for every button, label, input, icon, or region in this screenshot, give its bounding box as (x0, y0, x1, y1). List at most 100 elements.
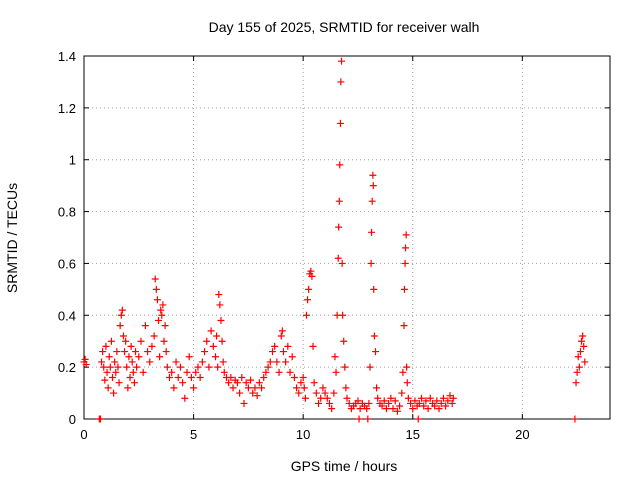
data-point (370, 285, 378, 293)
data-point (433, 397, 441, 405)
data-point (301, 394, 309, 402)
data-point (110, 389, 118, 397)
data-point (218, 337, 226, 345)
data-point (152, 285, 160, 293)
data-point (374, 394, 382, 402)
data-point (400, 322, 408, 330)
y-tick-label: 0.6 (58, 256, 76, 271)
data-point (137, 337, 145, 345)
data-point (106, 363, 114, 371)
data-point (340, 337, 348, 345)
data-point (127, 342, 135, 350)
data-point (282, 358, 290, 366)
data-point (341, 363, 349, 371)
data-point (114, 363, 122, 371)
data-point (300, 384, 308, 392)
data-point (146, 358, 154, 366)
data-point (572, 379, 580, 387)
data-point (295, 389, 303, 397)
data-point (185, 353, 193, 361)
data-point (118, 306, 126, 314)
data-point (225, 379, 233, 387)
data-point (104, 384, 112, 392)
data-point (393, 407, 401, 415)
data-point (151, 275, 159, 283)
data-point (217, 316, 225, 324)
data-point (366, 363, 374, 371)
data-point (124, 384, 132, 392)
data-point (442, 402, 450, 410)
data-point (431, 402, 439, 410)
data-point (266, 358, 274, 366)
grid-lines (84, 56, 610, 419)
data-point (160, 337, 168, 345)
data-point (369, 182, 377, 190)
y-tick-label: 0.8 (58, 205, 76, 220)
data-point (183, 368, 191, 376)
data-point (159, 301, 167, 309)
data-point (123, 363, 131, 371)
y-axis-label: SRMTID / TECUs (4, 183, 20, 293)
x-tick-label: 5 (190, 427, 197, 442)
data-point (579, 332, 587, 340)
data-point (108, 374, 116, 382)
data-point (258, 384, 266, 392)
data-point (401, 259, 409, 267)
data-point (356, 405, 364, 413)
data-point (132, 348, 140, 356)
data-point (277, 332, 285, 340)
data-point (336, 161, 344, 169)
data-point (111, 358, 119, 366)
data-point (207, 327, 215, 335)
data-point (240, 399, 248, 407)
data-point (268, 348, 276, 356)
data-point (312, 389, 320, 397)
data-point (387, 394, 395, 402)
data-point (332, 368, 340, 376)
data-point (205, 363, 213, 371)
data-point (435, 405, 443, 413)
data-point (437, 399, 445, 407)
y-tick-label: 1.4 (58, 49, 76, 64)
data-point (297, 379, 305, 387)
data-point (129, 368, 137, 376)
data-point (286, 368, 294, 376)
data-point (102, 342, 110, 350)
data-point (422, 397, 430, 405)
data-point (444, 397, 452, 405)
data-point (336, 119, 344, 127)
data-point (148, 342, 156, 350)
data-point (325, 399, 333, 407)
data-point (371, 348, 379, 356)
x-axis-label: GPS time / hours (291, 458, 398, 474)
data-point (99, 348, 107, 356)
data-point (424, 405, 432, 413)
y-tick-label: 0 (69, 412, 76, 427)
data-point (335, 223, 343, 231)
data-point (580, 342, 588, 350)
data-point (161, 322, 169, 330)
y-tick-label: 1.2 (58, 101, 76, 116)
data-point (264, 363, 272, 371)
data-point (165, 374, 173, 382)
data-point (238, 374, 246, 382)
data-point (396, 402, 404, 410)
data-point (201, 348, 209, 356)
data-point (404, 394, 412, 402)
data-point (409, 405, 417, 413)
data-point (98, 358, 106, 366)
data-point (355, 415, 363, 423)
data-point (174, 374, 182, 382)
data-point (335, 197, 343, 205)
data-point (448, 399, 456, 407)
data-point (126, 374, 134, 382)
data-point (260, 374, 268, 382)
data-point (192, 368, 200, 376)
data-point (380, 397, 388, 405)
data-point (368, 197, 376, 205)
data-point (113, 348, 121, 356)
data-point (203, 337, 211, 345)
data-point (236, 389, 244, 397)
data-point (170, 384, 178, 392)
data-point (212, 353, 219, 361)
